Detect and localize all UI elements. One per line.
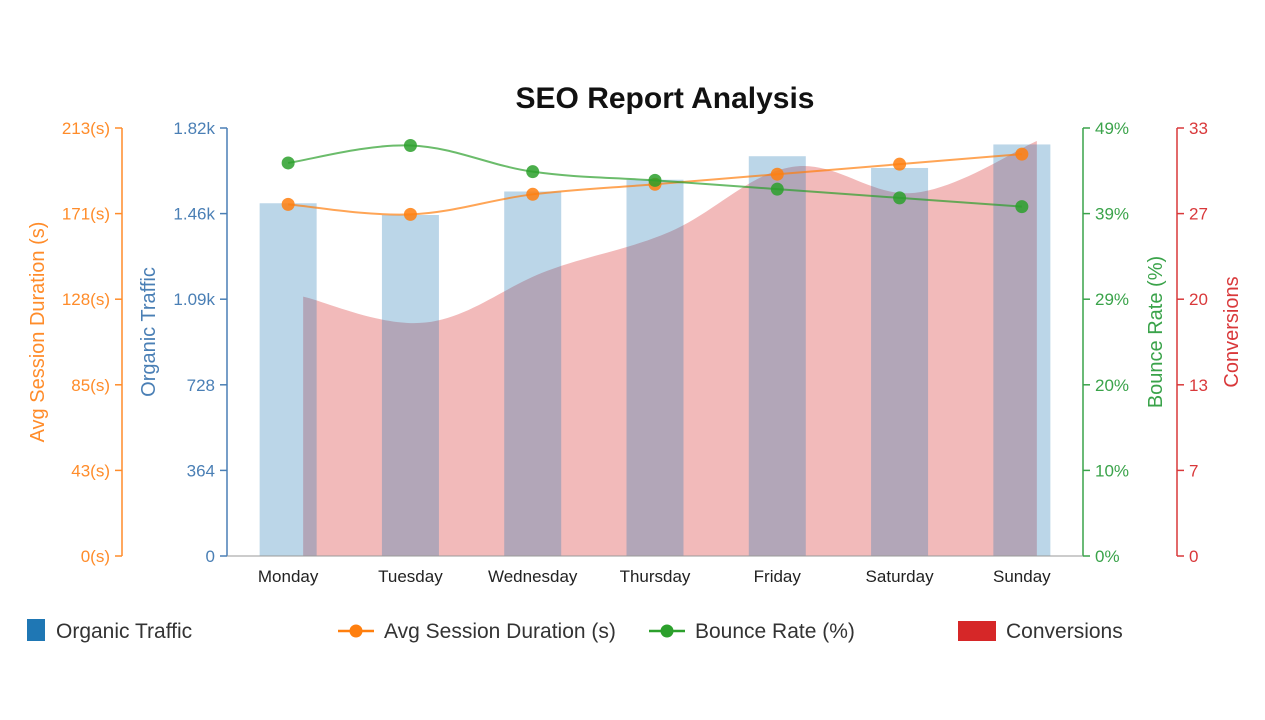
organic-traffic-bar (871, 167, 929, 556)
conversions-tick-label: 20 (1189, 290, 1208, 309)
bars-layer (259, 144, 1051, 556)
conversions-layer (303, 140, 1037, 556)
bounce-tick-label: 20% (1095, 376, 1129, 395)
duration-tick-label: 0(s) (81, 547, 110, 566)
avg-session-duration-point (526, 187, 540, 201)
legend-label-organic-traffic: Organic Traffic (56, 620, 192, 643)
conversions-tick-label: 7 (1189, 461, 1198, 480)
legend-swatch-conversions (958, 621, 996, 641)
legend: Organic Traffic Avg Session Duration (s) B… (27, 619, 1123, 643)
bounce-tick-label: 0% (1095, 547, 1120, 566)
x-tick-label: Friday (754, 567, 802, 586)
bounce-rate-point (403, 138, 417, 152)
traffic-tick-label: 1.82k (173, 119, 215, 138)
bounce-tick-label: 29% (1095, 290, 1129, 309)
bounce-rate-point (648, 173, 662, 187)
organic-traffic-bar (259, 203, 317, 556)
bounce-tick-label: 39% (1095, 205, 1129, 224)
legend-label-conversions: Conversions (1006, 620, 1123, 643)
conversions-axis-title: Conversions (1221, 276, 1243, 387)
chart-title: SEO Report Analysis (516, 82, 815, 115)
duration-tick-label: 171(s) (62, 205, 110, 224)
bounce-rate-point (770, 182, 784, 196)
lines-layer (281, 138, 1029, 221)
traffic-tick-label: 0 (206, 547, 215, 566)
organic-traffic-bar (748, 156, 806, 556)
organic-traffic-bar (381, 215, 439, 556)
organic-traffic-bar (626, 179, 684, 556)
avg-session-duration-point (403, 207, 417, 221)
conversions-tick-label: 0 (1189, 547, 1198, 566)
duration-tick-label: 85(s) (71, 376, 110, 395)
traffic-axis-title: Organic Traffic (138, 267, 160, 397)
avg-session-duration-point (893, 157, 907, 171)
conversions-tick-label: 27 (1189, 205, 1208, 224)
x-tick-label: Saturday (866, 567, 935, 586)
bounce-tick-label: 10% (1095, 461, 1129, 480)
legend-marker-avg-session-duration (349, 624, 363, 638)
traffic-tick-label: 1.09k (173, 290, 215, 309)
traffic-tick-label: 728 (187, 376, 215, 395)
avg-session-duration-point (1015, 147, 1029, 161)
legend-marker-bounce-rate (660, 624, 674, 638)
traffic-tick-label: 364 (187, 461, 215, 480)
axes-layer: 0(s) 43(s) 85(s) 128(s) 171(s) 213(s) Avg Sess… (27, 119, 1243, 586)
legend-label-bounce-rate: Bounce Rate (%) (695, 620, 855, 643)
legend-label-avg-session-duration: Avg Session Duration (s) (384, 620, 616, 643)
avg-session-duration-point (770, 167, 784, 181)
x-tick-label: Monday (258, 567, 319, 586)
conversions-tick-label: 13 (1189, 376, 1208, 395)
x-tick-label: Thursday (620, 567, 691, 586)
conversions-tick-label: 33 (1189, 119, 1208, 138)
x-tick-label: Tuesday (378, 567, 443, 586)
avg-session-duration-point (281, 197, 295, 211)
bounce-rate-point (1015, 200, 1029, 214)
conversions-area (303, 140, 1037, 556)
bounce-rate-point (893, 191, 907, 205)
x-tick-label: Sunday (993, 567, 1051, 586)
duration-tick-label: 213(s) (62, 119, 110, 138)
bounce-axis-title: Bounce Rate (%) (1145, 256, 1167, 408)
legend-swatch-organic-traffic (27, 619, 45, 641)
bounce-tick-label: 49% (1095, 119, 1129, 138)
organic-traffic-bar (504, 191, 562, 556)
duration-axis-title: Avg Session Duration (s) (27, 222, 49, 443)
x-tick-label: Wednesday (488, 567, 578, 586)
traffic-tick-label: 1.46k (173, 205, 215, 224)
duration-tick-label: 43(s) (71, 461, 110, 480)
bounce-rate-point (526, 165, 540, 179)
duration-tick-label: 128(s) (62, 290, 110, 309)
bounce-rate-point (281, 156, 295, 170)
